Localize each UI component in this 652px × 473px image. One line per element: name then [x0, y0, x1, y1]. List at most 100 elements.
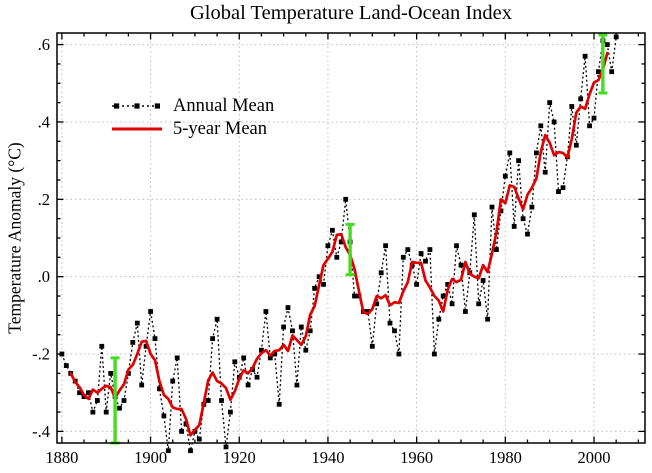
annual-mean-marker: [316, 274, 322, 280]
y-tick-label: -.2: [32, 345, 50, 364]
annual-mean-marker: [485, 316, 490, 322]
y-tick-label: .0: [38, 267, 50, 286]
annual-mean-sample-icon: [112, 103, 162, 109]
legend-item-annual-mean: Annual Mean: [110, 97, 274, 116]
annual-mean-marker: [440, 293, 446, 299]
annual-mean-marker: [214, 316, 220, 322]
annual-mean-marker: [99, 343, 105, 349]
annual-mean-marker: [392, 328, 397, 334]
annual-mean-marker: [294, 382, 300, 388]
annual-mean-marker: [489, 204, 495, 210]
annual-mean-marker: [578, 96, 584, 102]
annual-mean-marker: [458, 262, 464, 268]
annual-mean-marker: [378, 270, 384, 276]
annual-mean-marker: [538, 123, 544, 129]
y-tick-label: .2: [38, 190, 50, 209]
annual-mean-marker: [551, 119, 557, 125]
annual-mean-marker: [161, 413, 167, 419]
annual-mean-marker: [188, 448, 193, 454]
x-tick-label: 1900: [134, 448, 167, 467]
annual-mean-marker: [303, 347, 309, 353]
x-tick-labels: 1880 1900 1920 1940 1960 1980 2000: [45, 448, 610, 467]
annual-mean-marker: [325, 243, 331, 249]
annual-mean-marker: [223, 444, 229, 450]
annual-mean-marker: [383, 243, 388, 249]
annual-mean-marker: [405, 247, 411, 252]
annual-mean-marker: [573, 142, 579, 148]
annual-mean-marker: [463, 309, 468, 314]
annual-mean-marker: [285, 305, 291, 310]
annual-mean-marker: [365, 309, 371, 314]
annual-mean-marker: [63, 363, 69, 368]
y-tick-label: .6: [38, 35, 50, 54]
annual-mean-marker: [130, 340, 136, 345]
annual-mean-marker: [290, 328, 295, 334]
annual-mean-marker: [210, 336, 215, 341]
annual-mean-marker: [143, 343, 149, 349]
annual-mean-marker: [259, 347, 264, 353]
annual-mean-marker: [498, 208, 504, 214]
plot-frame: [56, 32, 646, 444]
chart-title: Global Temperature Land-Ocean Index: [189, 2, 513, 24]
annual-mean-marker: [276, 401, 282, 407]
legend: Annual Mean 5-year Mean: [110, 97, 274, 138]
annual-mean-marker: [609, 69, 615, 75]
annual-mean-marker: [520, 216, 526, 222]
annual-mean-marker: [471, 212, 477, 218]
annual-mean-marker: [449, 301, 455, 307]
annual-mean-marker: [516, 158, 521, 163]
annual-mean-marker: [352, 293, 357, 299]
annual-mean-marker: [423, 258, 428, 264]
x-tick-label: 1980: [489, 448, 522, 467]
annual-mean-marker: [613, 34, 619, 40]
annual-mean-marker: [369, 343, 375, 349]
annual-mean-marker: [334, 254, 340, 260]
annual-mean-marker: [480, 278, 486, 283]
annual-mean-marker: [321, 282, 326, 287]
annual-mean-marker: [476, 301, 482, 307]
annual-mean-marker: [418, 251, 424, 256]
annual-mean-marker: [196, 436, 202, 442]
annual-mean-marker: [387, 320, 393, 326]
annual-mean-marker: [148, 309, 153, 314]
annual-mean-marker: [596, 69, 601, 75]
annual-mean-marker: [228, 409, 233, 415]
annual-mean-marker: [139, 382, 145, 388]
grid-lines: [57, 33, 645, 443]
annual-mean-marker: [525, 231, 530, 237]
annual-mean-marker: [219, 398, 224, 403]
legend-item-five-year-mean: 5-year Mean: [110, 118, 274, 139]
annual-mean-marker: [400, 254, 406, 260]
annual-mean-marker: [507, 150, 513, 156]
annual-mean-marker: [529, 204, 535, 210]
x-tick-label: 1880: [45, 448, 78, 467]
annual-mean-marker: [245, 382, 251, 388]
annual-mean-marker: [205, 398, 211, 403]
legend-label-annual-mean: Annual Mean: [173, 96, 275, 116]
annual-mean-marker: [174, 355, 180, 361]
annual-mean-marker: [432, 351, 437, 357]
x-tick-label: 1940: [311, 448, 344, 467]
x-tick-label: 1960: [400, 448, 433, 467]
annual-mean-marker: [312, 285, 317, 291]
annual-mean-marker: [165, 448, 171, 454]
annual-mean-marker: [307, 328, 313, 334]
annual-mean-marker: [179, 429, 184, 434]
annual-mean-marker: [108, 371, 114, 376]
annual-mean-marker: [157, 386, 162, 392]
annual-mean-marker: [330, 227, 335, 233]
annual-mean-marker: [374, 301, 380, 307]
annual-mean-marker: [542, 169, 548, 175]
annual-mean-marker: [298, 324, 304, 330]
legend-label-five-year-mean: 5-year Mean: [173, 118, 267, 139]
annual-mean-marker: [547, 100, 553, 105]
annual-mean-marker: [134, 320, 140, 326]
annual-mean-marker: [152, 336, 158, 341]
annual-mean-marker: [454, 243, 459, 249]
error-bars: [110, 33, 608, 445]
annual-mean-marker: [241, 355, 247, 361]
annual-mean-marker: [502, 173, 508, 179]
annual-mean-marker: [343, 196, 349, 202]
annual-mean-marker: [556, 189, 561, 194]
annual-mean-marker: [591, 115, 597, 121]
